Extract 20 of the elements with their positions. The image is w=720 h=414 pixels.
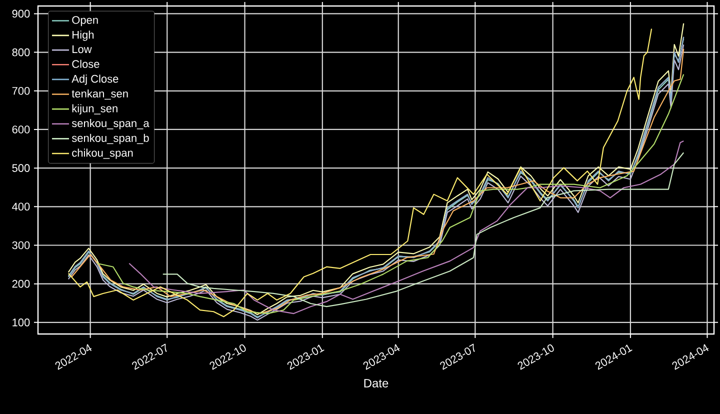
legend-label: High bbox=[72, 30, 94, 41]
legend-label: Close bbox=[72, 60, 100, 68]
y-tick-label: 500 bbox=[12, 164, 30, 172]
y-tick-label: 100 bbox=[12, 318, 30, 326]
legend-label: Low bbox=[72, 45, 92, 54]
y-tick-label: 800 bbox=[12, 48, 30, 56]
y-tick-label: 400 bbox=[12, 202, 30, 211]
y-tick-label: 300 bbox=[12, 241, 30, 250]
legend-label: chikou_span bbox=[72, 148, 133, 159]
y-tick-label: 900 bbox=[12, 10, 30, 18]
legend-label: kijun_sen bbox=[72, 104, 118, 114]
legend-label: Adj Close bbox=[72, 74, 118, 85]
y-tick-label: 200 bbox=[12, 280, 30, 288]
legend-label: tenkan_sen bbox=[72, 89, 128, 100]
y-tick-label: 600 bbox=[12, 126, 30, 134]
x-axis-title: Date bbox=[364, 379, 388, 388]
legend-label: Open bbox=[72, 16, 98, 26]
legend-label: senkou_span_a bbox=[72, 119, 150, 130]
legend-label: senkou_span_b bbox=[72, 134, 149, 144]
y-tick-label: 700 bbox=[12, 86, 30, 95]
